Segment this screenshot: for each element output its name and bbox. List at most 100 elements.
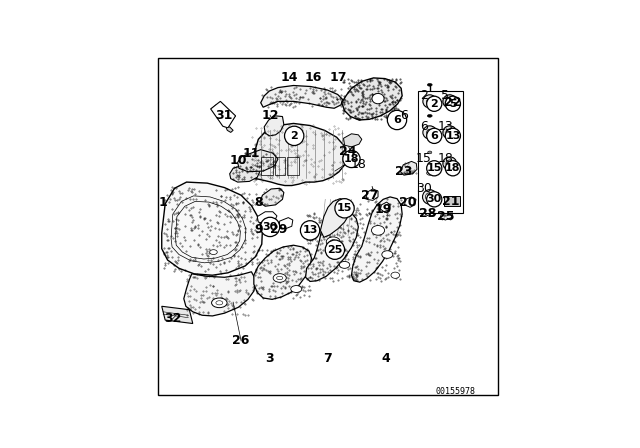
Ellipse shape — [427, 98, 433, 104]
Text: 27: 27 — [361, 190, 378, 202]
Text: 3: 3 — [265, 352, 274, 365]
Circle shape — [260, 217, 280, 237]
Text: 9: 9 — [254, 223, 262, 236]
Text: 28: 28 — [419, 207, 436, 220]
Circle shape — [387, 110, 406, 129]
Text: 15: 15 — [416, 152, 432, 165]
Bar — [444, 196, 460, 206]
Polygon shape — [171, 196, 246, 263]
Text: 25: 25 — [327, 245, 342, 255]
Polygon shape — [435, 176, 461, 203]
Text: 6: 6 — [420, 121, 428, 134]
Text: 6: 6 — [393, 115, 401, 125]
Ellipse shape — [216, 301, 223, 305]
Circle shape — [427, 128, 442, 143]
Polygon shape — [401, 161, 417, 175]
Polygon shape — [404, 197, 416, 207]
Text: 30: 30 — [427, 194, 442, 204]
Text: 30: 30 — [416, 182, 432, 195]
Ellipse shape — [445, 185, 451, 191]
Ellipse shape — [443, 126, 457, 139]
Circle shape — [335, 198, 354, 218]
Text: 14: 14 — [280, 71, 298, 84]
Text: 1: 1 — [159, 196, 168, 209]
Polygon shape — [226, 127, 233, 133]
Polygon shape — [230, 164, 260, 182]
Ellipse shape — [428, 115, 432, 117]
Circle shape — [445, 96, 460, 112]
Ellipse shape — [443, 157, 457, 170]
Polygon shape — [342, 78, 402, 120]
Text: 21: 21 — [442, 195, 460, 208]
Polygon shape — [257, 212, 277, 224]
Text: 4: 4 — [381, 352, 390, 365]
Ellipse shape — [446, 98, 454, 105]
Polygon shape — [367, 189, 378, 200]
Circle shape — [445, 161, 460, 176]
Text: 6: 6 — [430, 131, 438, 141]
Text: 13: 13 — [302, 225, 317, 235]
Circle shape — [427, 192, 442, 207]
Circle shape — [427, 96, 442, 112]
Polygon shape — [425, 207, 436, 216]
Text: 5: 5 — [442, 89, 449, 102]
Ellipse shape — [446, 160, 454, 167]
Ellipse shape — [276, 276, 283, 280]
Circle shape — [325, 240, 344, 259]
Circle shape — [343, 151, 360, 168]
Ellipse shape — [422, 190, 437, 204]
Polygon shape — [264, 116, 284, 136]
Text: 15: 15 — [427, 163, 442, 173]
Text: 10: 10 — [230, 154, 247, 167]
Text: 15: 15 — [337, 203, 352, 213]
Circle shape — [285, 126, 304, 146]
Text: 26: 26 — [232, 334, 250, 347]
Polygon shape — [351, 197, 402, 282]
Ellipse shape — [372, 94, 384, 104]
Polygon shape — [254, 245, 312, 299]
Ellipse shape — [391, 272, 399, 278]
Text: 30: 30 — [262, 222, 278, 232]
Polygon shape — [260, 188, 284, 206]
Circle shape — [427, 161, 442, 176]
Text: 16: 16 — [305, 71, 322, 84]
Polygon shape — [344, 134, 362, 147]
Ellipse shape — [210, 250, 217, 254]
Ellipse shape — [371, 225, 385, 235]
Text: 5: 5 — [449, 99, 457, 109]
Ellipse shape — [291, 285, 302, 293]
Text: 24: 24 — [339, 145, 356, 158]
Bar — [419, 90, 463, 213]
Text: 18: 18 — [344, 154, 359, 164]
Polygon shape — [237, 150, 278, 172]
Text: 22: 22 — [444, 96, 461, 109]
Polygon shape — [162, 306, 193, 323]
Ellipse shape — [339, 262, 349, 268]
Polygon shape — [440, 210, 453, 220]
Text: 23: 23 — [396, 164, 413, 177]
Circle shape — [445, 128, 460, 143]
Text: 8: 8 — [254, 196, 262, 209]
Ellipse shape — [423, 126, 436, 139]
Text: 6: 6 — [400, 109, 408, 122]
Ellipse shape — [273, 274, 286, 282]
Polygon shape — [305, 212, 358, 281]
Text: 13: 13 — [445, 131, 461, 141]
Text: 12: 12 — [261, 109, 279, 122]
Ellipse shape — [446, 129, 454, 136]
Ellipse shape — [428, 195, 431, 198]
Polygon shape — [211, 101, 236, 128]
Text: 2: 2 — [291, 131, 298, 141]
Text: 18: 18 — [437, 152, 453, 165]
Ellipse shape — [212, 298, 227, 308]
Polygon shape — [441, 96, 460, 111]
Ellipse shape — [427, 129, 433, 135]
Text: 29: 29 — [270, 223, 288, 236]
Text: 00155978: 00155978 — [436, 387, 476, 396]
Ellipse shape — [426, 193, 434, 201]
Polygon shape — [260, 86, 342, 108]
Text: 25: 25 — [436, 210, 454, 223]
Ellipse shape — [443, 95, 457, 108]
Text: 2: 2 — [420, 89, 428, 102]
Ellipse shape — [330, 240, 336, 244]
